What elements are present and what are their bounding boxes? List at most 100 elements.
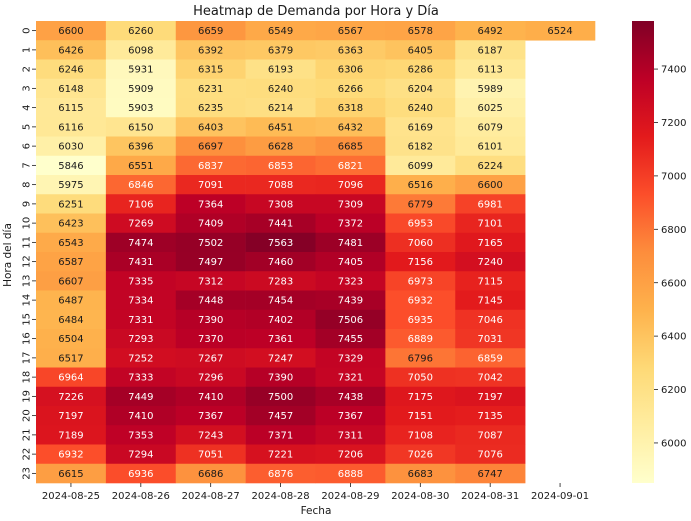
heatmap-cell (36, 175, 107, 195)
y-tick-label: 13 (22, 275, 33, 288)
heatmap-cell (175, 463, 246, 484)
heatmap-cell (245, 232, 316, 253)
cell-value-label: 6396 (128, 142, 153, 153)
heatmap-cell (175, 367, 246, 388)
cell-value-label: 7087 (477, 430, 502, 441)
cell-value-label: 5931 (128, 65, 153, 76)
cell-value-label: 7145 (477, 296, 502, 307)
heatmap-cell (245, 425, 316, 445)
heatmap-cell (36, 194, 107, 214)
y-tick-label: 18 (22, 371, 33, 384)
heatmap-cell (105, 213, 177, 234)
heatmap-cell (175, 21, 246, 41)
heatmap-cell (36, 271, 107, 291)
cell-value-label: 7367 (338, 411, 363, 422)
heatmap-cell (385, 98, 456, 118)
cell-value-label: 7438 (338, 392, 363, 403)
heatmap-cell (385, 213, 456, 234)
y-tick-label: 17 (22, 352, 33, 365)
cell-value-label: 7042 (477, 373, 502, 384)
cell-value-label: 5903 (128, 103, 153, 114)
cell-value-label: 6846 (128, 180, 153, 191)
colorbar-tick-label: 6200 (661, 385, 686, 396)
cell-value-label: 6115 (58, 103, 83, 114)
heatmap-cell (245, 175, 316, 195)
heatmap-cell (455, 329, 526, 349)
cell-value-label: 7226 (58, 392, 83, 403)
heatmap-cell (105, 40, 177, 60)
cell-value-label: 7101 (477, 219, 502, 230)
cell-value-label: 7402 (268, 315, 293, 326)
heatmap-cell (455, 252, 526, 272)
heatmap-cell (385, 175, 456, 195)
cell-value-label: 7448 (198, 296, 223, 307)
cell-value-label: 6981 (477, 199, 502, 210)
cell-value-label: 7439 (338, 296, 363, 307)
heatmap-cell (385, 425, 456, 445)
heatmap-cell (36, 463, 107, 484)
cell-value-label: 6683 (408, 469, 433, 480)
x-tick-label: 2024-08-25 (42, 491, 100, 502)
cell-value-label: 7311 (338, 430, 363, 441)
heatmap-cell (36, 21, 107, 41)
cell-value-label: 6747 (477, 469, 502, 480)
x-tick-label: 2024-08-30 (391, 491, 449, 502)
heatmap-cell (245, 155, 316, 176)
heatmap-cell (36, 309, 107, 330)
cell-value-label: 7481 (338, 238, 363, 249)
colorbar-tick-label: 7200 (661, 118, 686, 129)
cell-value-label: 6600 (58, 26, 83, 37)
cell-value-label: 7296 (198, 373, 223, 384)
heatmap-cell (385, 463, 456, 484)
heatmap-cell (385, 252, 456, 272)
heatmap-cell (175, 290, 246, 311)
colorbar-ticks: 6000 6200 6400 6600 6800 7000 7200 7400 (654, 65, 686, 450)
heatmap-cell (455, 271, 526, 291)
heatmap-cell (175, 78, 246, 99)
cell-value-label: 7334 (128, 296, 153, 307)
y-tick-label: 5 (22, 124, 33, 130)
y-axis-label: Hora del día (2, 223, 14, 287)
cell-value-label: 6240 (408, 103, 433, 114)
cell-value-label: 7283 (268, 276, 293, 287)
cell-value-label: 6659 (198, 26, 223, 37)
heatmap-cell (455, 117, 526, 137)
heatmap-cell (385, 329, 456, 349)
cell-value-label: 6935 (408, 315, 433, 326)
cell-value-label: 6101 (477, 142, 502, 153)
heatmap-cell (175, 40, 246, 60)
cell-value-label: 6600 (477, 180, 502, 191)
cell-value-label: 7151 (408, 411, 433, 422)
cell-value-label: 6936 (128, 469, 153, 480)
heatmap-cell (175, 425, 246, 445)
heatmap-cell (385, 21, 456, 41)
cell-value-label: 6587 (58, 257, 83, 268)
heatmap-cell (315, 40, 386, 60)
cell-value-label: 7333 (128, 373, 153, 384)
y-tick-label: 7 (22, 162, 33, 168)
heatmap-cell (245, 309, 316, 330)
cell-value-label: 7455 (338, 334, 363, 345)
cell-value-label: 7370 (198, 334, 223, 345)
heatmap-cell (385, 290, 456, 311)
cell-value-label: 6224 (477, 161, 502, 172)
heatmap-cell (245, 444, 316, 465)
cell-value-label: 6549 (268, 26, 293, 37)
cell-value-label: 6286 (408, 65, 433, 76)
heatmap-cell (175, 59, 246, 80)
heatmap-cell (36, 444, 107, 465)
heatmap-cell (315, 213, 386, 234)
cell-value-label: 7460 (268, 257, 293, 268)
heatmap-cell (36, 232, 107, 253)
heatmap-cell (455, 155, 526, 176)
heatmap-cell (315, 406, 386, 426)
cell-value-label: 7309 (338, 199, 363, 210)
heatmap-cell (105, 194, 177, 214)
cell-value-label: 5846 (58, 161, 83, 172)
heatmap-cell (105, 444, 177, 465)
cell-value-label: 6796 (408, 353, 433, 364)
heatmap-cell (245, 271, 316, 291)
cell-value-label: 7331 (128, 315, 153, 326)
cell-value-label: 7321 (338, 373, 363, 384)
cell-value-label: 6932 (408, 296, 433, 307)
